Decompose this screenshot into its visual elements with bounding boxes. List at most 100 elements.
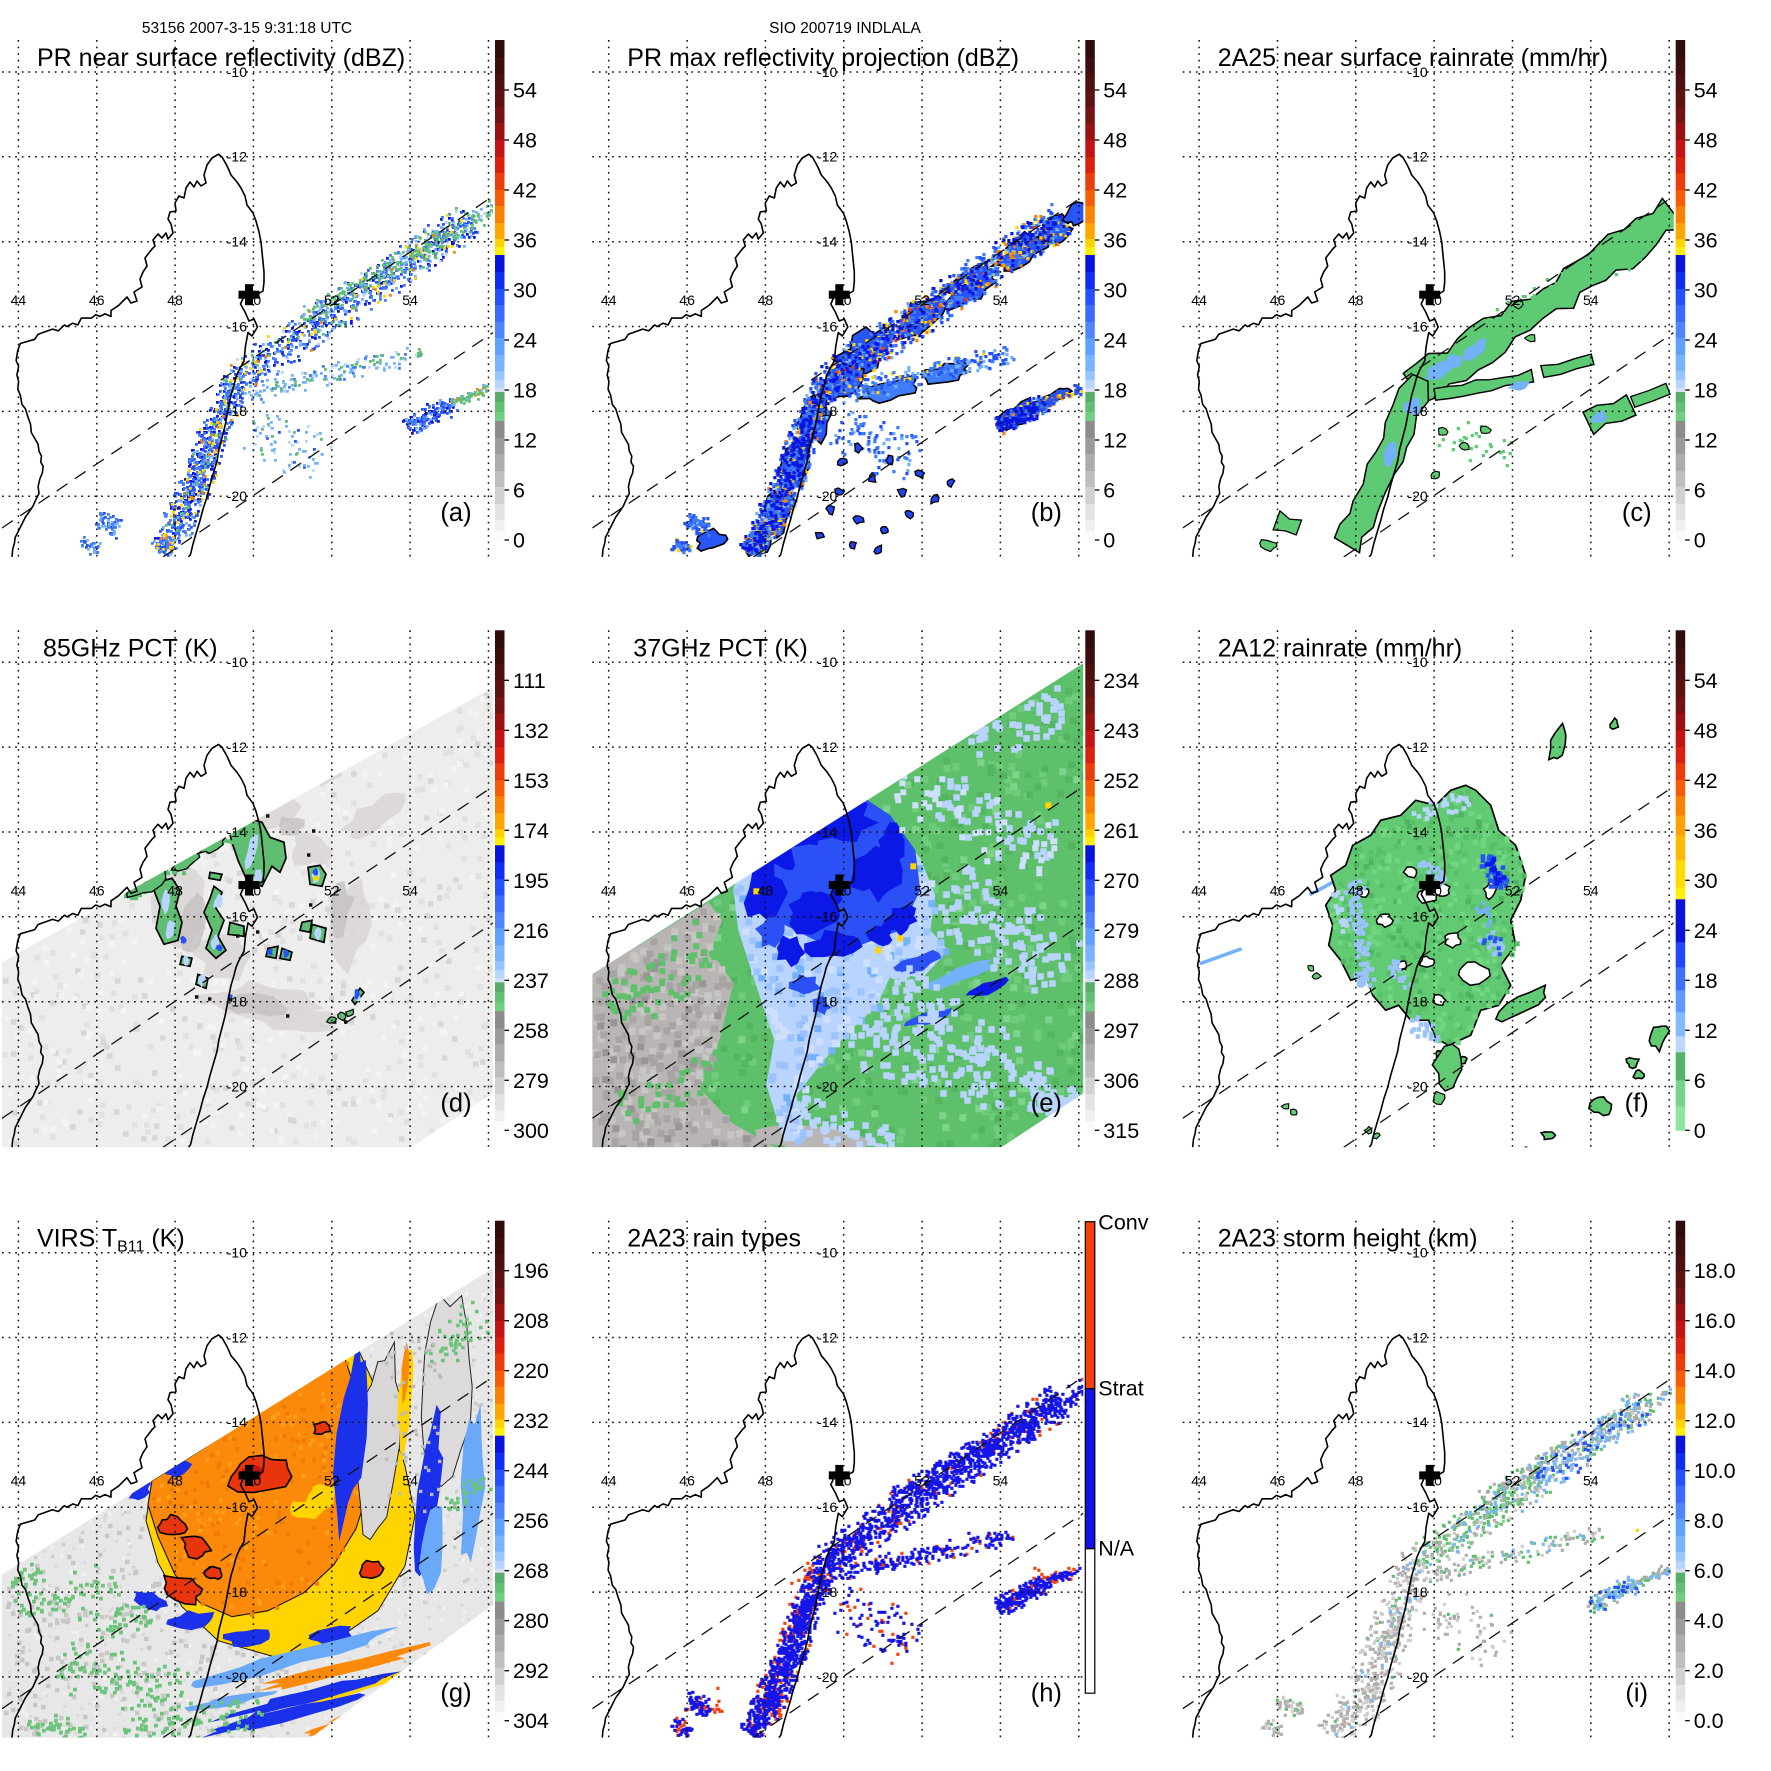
svg-text:48: 48 [1348, 1473, 1364, 1489]
svg-text:4.0: 4.0 [1694, 1609, 1724, 1633]
svg-text:12: 12 [1103, 429, 1127, 453]
svg-text:-10: -10 [227, 1245, 247, 1261]
svg-text:256: 256 [513, 1509, 549, 1533]
svg-text:252: 252 [1103, 769, 1139, 793]
svg-text:288: 288 [1103, 969, 1139, 993]
svg-text:46: 46 [89, 882, 105, 898]
svg-text:46: 46 [1270, 1473, 1286, 1489]
svg-text:37GHz PCT (K): 37GHz PCT (K) [633, 634, 808, 662]
svg-text:-18: -18 [227, 403, 247, 419]
svg-text:54: 54 [1694, 669, 1718, 693]
svg-text:-10: -10 [227, 64, 247, 80]
svg-text:(a): (a) [440, 499, 471, 527]
svg-text:208: 208 [513, 1309, 549, 1333]
svg-text:234: 234 [1103, 669, 1139, 693]
svg-text:8.0: 8.0 [1694, 1509, 1724, 1533]
svg-text:24: 24 [1694, 919, 1718, 943]
svg-text:-18: -18 [227, 994, 247, 1010]
svg-text:14.0: 14.0 [1694, 1359, 1736, 1383]
svg-text:6.0: 6.0 [1694, 1559, 1724, 1583]
svg-text:VIRS TB11 (K): VIRS TB11 (K) [37, 1225, 185, 1256]
svg-text:-20: -20 [227, 1078, 247, 1094]
svg-text:46: 46 [679, 292, 695, 308]
svg-text:18: 18 [1103, 379, 1127, 403]
svg-text:52: 52 [1505, 1473, 1521, 1489]
svg-text:SIO 200719 INDLALA: SIO 200719 INDLALA [769, 20, 921, 37]
svg-text:48: 48 [1694, 719, 1718, 743]
svg-text:-18: -18 [227, 1584, 247, 1600]
svg-text:220: 220 [513, 1359, 549, 1383]
svg-text:PR max reflectivity projection: PR max reflectivity projection (dBZ) [627, 44, 1019, 72]
svg-text:-12: -12 [227, 149, 247, 165]
svg-text:24: 24 [1694, 329, 1718, 353]
svg-text:-14: -14 [1407, 824, 1427, 840]
svg-text:-18: -18 [817, 403, 837, 419]
svg-text:54: 54 [1583, 292, 1599, 308]
svg-text:-12: -12 [817, 149, 837, 165]
svg-text:-16: -16 [227, 1499, 247, 1515]
svg-text:46: 46 [89, 292, 105, 308]
svg-text:-20: -20 [227, 488, 247, 504]
svg-text:-12: -12 [817, 739, 837, 755]
svg-text:(c): (c) [1622, 499, 1652, 527]
svg-text:30: 30 [1694, 279, 1718, 303]
svg-text:-16: -16 [817, 1499, 837, 1515]
svg-text:-20: -20 [817, 1669, 837, 1685]
svg-text:46: 46 [1270, 292, 1286, 308]
svg-text:(b): (b) [1031, 499, 1062, 527]
svg-text:44: 44 [11, 882, 27, 898]
svg-text:-14: -14 [817, 824, 837, 840]
svg-text:-14: -14 [227, 824, 247, 840]
svg-text:6: 6 [1694, 1069, 1706, 1093]
svg-text:-18: -18 [817, 994, 837, 1010]
svg-text:N/A: N/A [1098, 1537, 1135, 1561]
svg-text:280: 280 [513, 1609, 549, 1633]
svg-text:48: 48 [758, 292, 774, 308]
svg-text:48: 48 [1103, 129, 1127, 153]
svg-text:2.0: 2.0 [1694, 1659, 1724, 1683]
svg-text:-12: -12 [1407, 739, 1427, 755]
svg-text:-16: -16 [817, 318, 837, 334]
svg-text:-12: -12 [227, 1329, 247, 1345]
svg-text:46: 46 [1270, 882, 1286, 898]
svg-text:-10: -10 [817, 654, 837, 670]
svg-text:(g): (g) [440, 1680, 471, 1708]
svg-text:44: 44 [1191, 292, 1207, 308]
svg-text:0: 0 [1694, 529, 1706, 553]
svg-text:54: 54 [1583, 882, 1599, 898]
svg-text:-12: -12 [227, 739, 247, 755]
svg-text:30: 30 [1103, 279, 1127, 303]
svg-text:258: 258 [513, 1019, 549, 1043]
svg-text:297: 297 [1103, 1019, 1139, 1043]
svg-text:-10: -10 [1407, 64, 1427, 80]
svg-text:Conv: Conv [1098, 1211, 1148, 1235]
svg-text:48: 48 [758, 882, 774, 898]
svg-text:54: 54 [402, 292, 418, 308]
svg-text:30: 30 [1694, 869, 1718, 893]
svg-text:153: 153 [513, 769, 549, 793]
svg-text:54: 54 [993, 882, 1009, 898]
svg-text:-18: -18 [1407, 1584, 1427, 1600]
svg-text:132: 132 [513, 719, 549, 743]
svg-text:52: 52 [1505, 882, 1521, 898]
svg-text:48: 48 [167, 292, 183, 308]
svg-text:52: 52 [1505, 292, 1521, 308]
svg-text:48: 48 [1348, 882, 1364, 898]
svg-text:10.0: 10.0 [1694, 1459, 1736, 1483]
svg-text:48: 48 [167, 882, 183, 898]
svg-text:2A23 storm height (km): 2A23 storm height (km) [1218, 1225, 1478, 1253]
svg-text:42: 42 [1694, 179, 1718, 203]
svg-text:111: 111 [513, 669, 546, 693]
svg-text:-12: -12 [1407, 149, 1427, 165]
svg-text:270: 270 [1103, 869, 1139, 893]
svg-text:-14: -14 [227, 1414, 247, 1430]
svg-text:16.0: 16.0 [1694, 1309, 1736, 1333]
svg-text:PR near surface reflectivity (: PR near surface reflectivity (dBZ) [37, 44, 405, 72]
svg-text:279: 279 [513, 1069, 549, 1093]
svg-text:237: 237 [513, 969, 549, 993]
svg-text:54: 54 [993, 292, 1009, 308]
svg-text:0: 0 [513, 529, 525, 553]
svg-text:48: 48 [1694, 129, 1718, 153]
svg-text:52: 52 [324, 292, 340, 308]
svg-text:306: 306 [1103, 1069, 1139, 1093]
